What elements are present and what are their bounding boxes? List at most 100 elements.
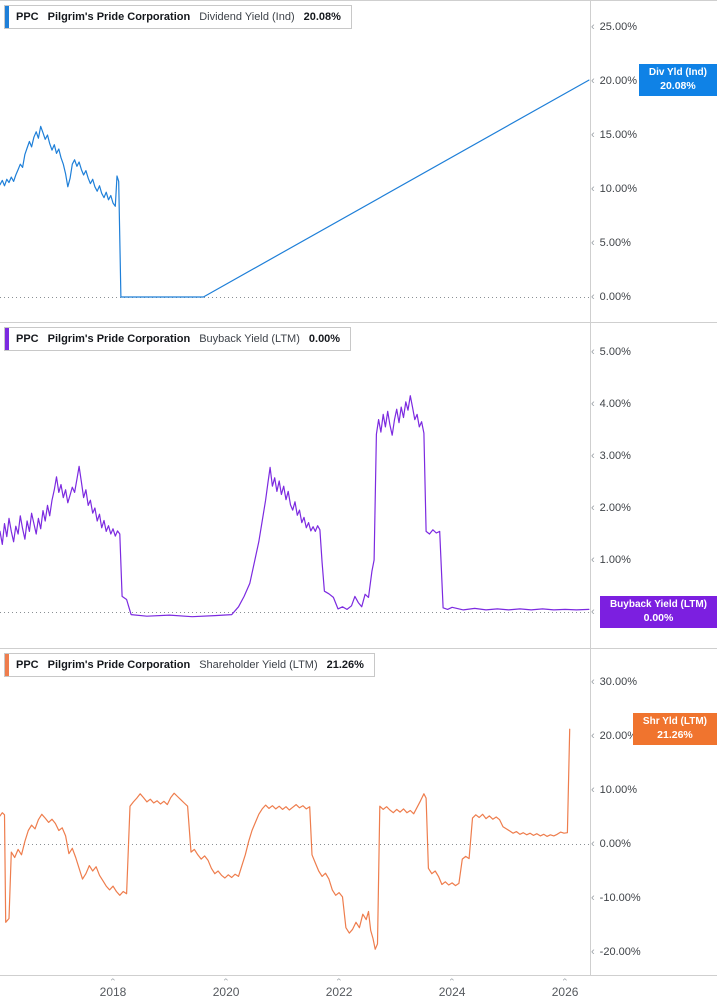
chart-legend[interactable]: PPC Pilgrim's Pride Corporation Sharehol… bbox=[4, 653, 375, 677]
chart-panel: PPC Pilgrim's Pride Corporation Buyback … bbox=[0, 322, 590, 648]
tick-mark-icon: ‹ bbox=[334, 978, 345, 981]
y-axis-label: 10.00% bbox=[599, 784, 637, 796]
x-axis-label: 2022 bbox=[325, 985, 353, 999]
last-value-badge: Buyback Yield (LTM) 0.00% bbox=[599, 596, 717, 628]
tick-mark-icon: ‹ bbox=[447, 978, 458, 981]
chart-legend[interactable]: PPC Pilgrim's Pride Corporation Dividend… bbox=[4, 5, 352, 29]
badge-value: 0.00% bbox=[643, 612, 674, 624]
chart-panel: PPC Pilgrim's Pride Corporation Dividend… bbox=[0, 0, 590, 322]
y-axis-tick: ‹ 3.00% bbox=[591, 450, 631, 462]
y-axis-tick: ‹ 30.00% bbox=[591, 676, 637, 688]
y-axis-label: 0.00% bbox=[599, 838, 631, 850]
badge-metric-label: Buyback Yield (LTM) bbox=[609, 599, 707, 610]
legend-value: 21.26% bbox=[326, 659, 364, 671]
y-axis-tick: ‹ 2.00% bbox=[591, 502, 631, 514]
y-axis-tick: ‹ 1.00% bbox=[591, 554, 631, 566]
tick-mark-icon: ‹ bbox=[591, 605, 595, 618]
y-axis-label: 30.00% bbox=[599, 676, 637, 688]
tick-mark-icon: ‹ bbox=[221, 978, 232, 981]
legend-ticker: PPC bbox=[16, 11, 39, 23]
y-axis-tick: ‹ -10.00% bbox=[591, 892, 641, 904]
tick-mark-icon: ‹ bbox=[591, 128, 595, 141]
x-axis-label: 2020 bbox=[212, 985, 240, 999]
legend-company: Pilgrim's Pride Corporation bbox=[47, 659, 191, 671]
y-axis-tick: ‹ 0.00% bbox=[591, 291, 631, 303]
y-axis-label: 3.00% bbox=[599, 450, 631, 462]
tick-mark-icon: ‹ bbox=[591, 837, 595, 850]
x-axis-label: 2026 bbox=[551, 985, 579, 999]
y-axis-tick: ‹ 10.00% bbox=[591, 183, 637, 195]
y-axis-label: -10.00% bbox=[599, 892, 641, 904]
y-axis-label: 15.00% bbox=[599, 129, 637, 141]
y-axis-tick: ‹ 10.00% bbox=[591, 784, 637, 796]
y-axis-label: 5.00% bbox=[599, 346, 631, 358]
tick-mark-icon: ‹ bbox=[108, 978, 119, 981]
y-axis-tick: ‹ 20.00% bbox=[591, 730, 637, 742]
legend-metric: Buyback Yield (LTM) bbox=[199, 333, 300, 345]
y-axis-tick: ‹ 20.00% bbox=[591, 75, 637, 87]
x-axis-tick: ‹ 2022 bbox=[326, 976, 353, 999]
y-axis-label: 0.00% bbox=[599, 291, 631, 303]
x-axis-tick: ‹ 2026 bbox=[552, 976, 579, 999]
y-axis-divider bbox=[590, 0, 591, 975]
y-axis-label: 20.00% bbox=[599, 75, 637, 87]
x-axis-tick: ‹ 2020 bbox=[213, 976, 240, 999]
tick-mark-icon: ‹ bbox=[591, 397, 595, 410]
y-axis-label: 1.00% bbox=[599, 554, 631, 566]
x-axis-label: 2024 bbox=[438, 985, 466, 999]
legend-color-bar-icon bbox=[5, 654, 9, 676]
y-axis-label: 20.00% bbox=[599, 730, 637, 742]
legend-ticker: PPC bbox=[16, 333, 39, 345]
badge-value: 20.08% bbox=[660, 80, 696, 93]
tick-mark-icon: ‹ bbox=[591, 729, 595, 742]
y-axis-label: -20.00% bbox=[599, 946, 641, 958]
tick-mark-icon: ‹ bbox=[591, 74, 595, 87]
tick-mark-icon: ‹ bbox=[591, 553, 595, 566]
y-axis-tick: ‹ 5.00% bbox=[591, 346, 631, 358]
tick-mark-icon: ‹ bbox=[591, 675, 595, 688]
badge-value: 21.26% bbox=[657, 729, 693, 742]
panel-separator bbox=[0, 322, 717, 323]
tick-mark-icon: ‹ bbox=[591, 236, 595, 249]
chart-plot-area[interactable] bbox=[0, 648, 590, 975]
tick-mark-icon: ‹ bbox=[591, 891, 595, 904]
panel-separator bbox=[0, 975, 717, 976]
chart-plot-area[interactable] bbox=[0, 322, 590, 648]
tick-mark-icon: ‹ bbox=[560, 978, 571, 981]
tick-mark-icon: ‹ bbox=[591, 182, 595, 195]
legend-metric: Dividend Yield (Ind) bbox=[199, 11, 295, 23]
badge-metric-label: Div Yld (Ind) bbox=[648, 67, 707, 79]
y-axis-label: 25.00% bbox=[599, 21, 637, 33]
legend-color-bar-icon bbox=[5, 6, 9, 28]
y-axis-label: 2.00% bbox=[599, 502, 631, 514]
legend-company: Pilgrim's Pride Corporation bbox=[47, 333, 191, 345]
chart-legend[interactable]: PPC Pilgrim's Pride Corporation Buyback … bbox=[4, 327, 352, 351]
panel-separator bbox=[0, 648, 717, 649]
legend-metric: Shareholder Yield (LTM) bbox=[199, 659, 318, 671]
legend-value: 0.00% bbox=[308, 333, 341, 345]
chart-plot-area[interactable] bbox=[0, 0, 590, 322]
y-axis-tick: ‹ 0.00% bbox=[591, 838, 631, 850]
badge-metric-label: Shr Yld (LTM) bbox=[642, 716, 707, 728]
legend-ticker: PPC bbox=[16, 659, 39, 671]
y-axis-tick: ‹ 25.00% bbox=[591, 21, 637, 33]
y-axis-label: 10.00% bbox=[599, 183, 637, 195]
tick-mark-icon: ‹ bbox=[591, 501, 595, 514]
y-axis-tick: ‹ 15.00% bbox=[591, 129, 637, 141]
legend-color-bar-icon bbox=[5, 328, 9, 350]
y-axis-label: 4.00% bbox=[599, 398, 631, 410]
last-value-badge: Div Yld (Ind) 20.08% bbox=[638, 64, 717, 97]
last-value-badge: Shr Yld (LTM) 21.26% bbox=[632, 713, 717, 746]
tick-mark-icon: ‹ bbox=[591, 290, 595, 303]
x-axis-tick: ‹ 2018 bbox=[100, 976, 127, 999]
panel-separator bbox=[0, 0, 717, 1]
legend-value: 20.08% bbox=[303, 11, 341, 23]
y-axis-tick: ‹ -20.00% bbox=[591, 946, 641, 958]
tick-mark-icon: ‹ bbox=[591, 945, 595, 958]
tick-mark-icon: ‹ bbox=[591, 449, 595, 462]
tick-mark-icon: ‹ bbox=[591, 345, 595, 358]
series-line bbox=[0, 395, 590, 618]
x-axis-tick: ‹ 2024 bbox=[439, 976, 466, 999]
legend-company: Pilgrim's Pride Corporation bbox=[47, 11, 191, 23]
